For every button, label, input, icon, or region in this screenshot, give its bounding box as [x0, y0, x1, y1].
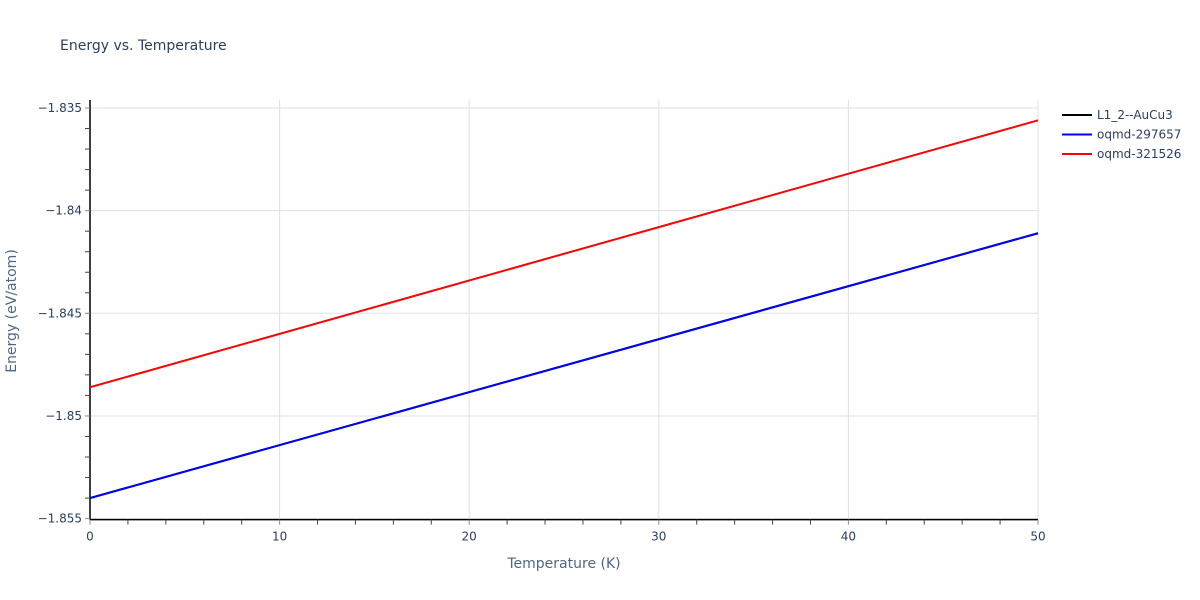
legend-label: L1_2--AuCu3	[1097, 108, 1173, 122]
x-tick-label: 0	[86, 530, 94, 544]
x-axis-title: Temperature (K)	[506, 556, 620, 572]
x-axis: 0 10 20 30 40 50	[86, 518, 1046, 544]
legend-item-1[interactable]: oqmd-297657	[1062, 128, 1181, 142]
legend-item-2[interactable]: oqmd-321526	[1062, 147, 1181, 161]
plot-area[interactable]	[89, 119, 1039, 500]
legend-label: oqmd-321526	[1097, 147, 1181, 161]
series-line-2[interactable]	[89, 119, 1039, 389]
grid-lines	[90, 100, 1039, 520]
y-tick-label: −1.835	[38, 101, 82, 115]
legend: L1_2--AuCu3 oqmd-297657 oqmd-321526	[1062, 108, 1181, 161]
x-tick-label: 10	[272, 530, 287, 544]
chart-title: Energy vs. Temperature	[60, 38, 227, 54]
y-tick-label: −1.85	[45, 409, 82, 423]
y-axis-title: Energy (eV/atom)	[4, 249, 20, 373]
y-tick-label: −1.845	[38, 306, 82, 320]
x-tick-label: 40	[841, 530, 856, 544]
legend-item-0[interactable]: L1_2--AuCu3	[1062, 108, 1173, 122]
legend-label: oqmd-297657	[1097, 128, 1181, 142]
y-axis: −1.855 −1.85 −1.845 −1.84 −1.835	[38, 100, 91, 526]
y-tick-label: −1.84	[45, 204, 82, 218]
x-tick-label: 30	[651, 530, 666, 544]
y-tick-label: −1.855	[38, 512, 82, 526]
x-tick-label: 20	[462, 530, 477, 544]
x-tick-label: 50	[1030, 530, 1045, 544]
series-line-1[interactable]	[89, 232, 1039, 500]
